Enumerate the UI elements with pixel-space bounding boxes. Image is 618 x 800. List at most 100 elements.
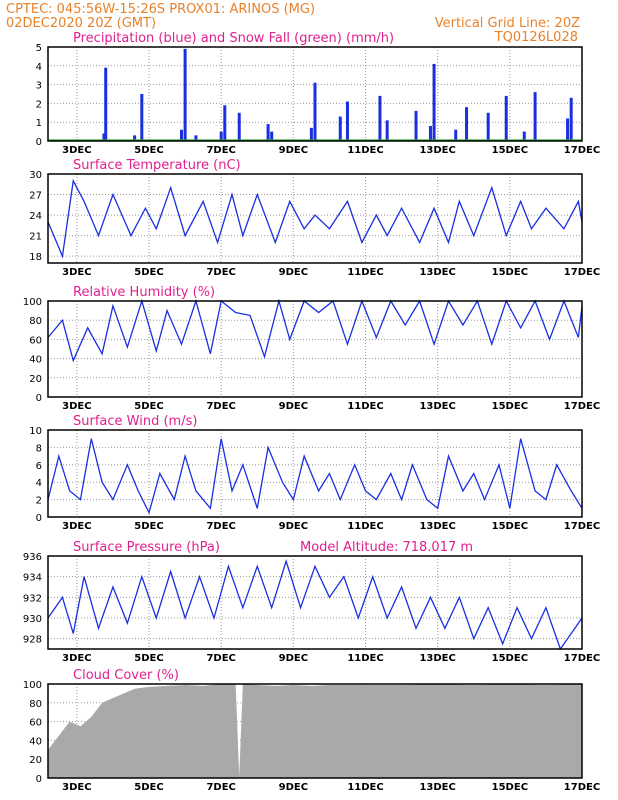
ytick-5-3: 60 <box>29 718 42 729</box>
precip-bar-25 <box>522 131 526 141</box>
xtick-2-7: 17DEC <box>564 401 600 412</box>
ytick-5-1: 20 <box>29 755 42 766</box>
ytick-0-2: 2 <box>36 99 42 110</box>
xtick-5-0: 3DEC <box>62 782 91 793</box>
xtick-2-1: 5DEC <box>134 401 163 412</box>
xtick-5-2: 7DEC <box>206 782 235 793</box>
xtick-2-2: 7DEC <box>206 401 235 412</box>
precip-bar-21 <box>454 129 458 141</box>
xtick-2-0: 3DEC <box>62 401 91 412</box>
xtick-4-6: 15DEC <box>492 653 528 664</box>
ytick-2-2: 40 <box>29 355 42 366</box>
ytick-5-5: 100 <box>23 680 42 691</box>
precip-bar-14 <box>338 116 342 141</box>
panel-title-3: Surface Wind (m/s) <box>73 414 197 429</box>
panel-title-5: Cloud Cover (%) <box>73 668 179 683</box>
xtick-3-3: 9DEC <box>279 521 308 532</box>
panel-title-2: Relative Humidity (%) <box>73 285 215 300</box>
panel-frame-4 <box>47 555 583 650</box>
ytick-1-1: 21 <box>29 232 42 243</box>
ytick-3-2: 4 <box>36 478 42 489</box>
xtick-4-3: 9DEC <box>279 653 308 664</box>
precip-bar-17 <box>385 120 389 141</box>
precip-bar-3 <box>140 94 144 141</box>
precip-bar-4 <box>180 129 183 141</box>
xtick-5-5: 13DEC <box>419 782 455 793</box>
xtick-5-4: 11DEC <box>347 782 383 793</box>
xtick-3-0: 3DEC <box>62 521 91 532</box>
xtick-1-7: 17DEC <box>564 267 600 278</box>
xtick-3-7: 17DEC <box>564 521 600 532</box>
xtick-1-6: 15DEC <box>492 267 528 278</box>
xtick-0-4: 11DEC <box>347 145 383 156</box>
xtick-2-5: 13DEC <box>419 401 455 412</box>
xtick-3-4: 11DEC <box>347 521 383 532</box>
xtick-4-1: 5DEC <box>134 653 163 664</box>
precip-bar-19 <box>428 125 432 141</box>
precip-bar-5 <box>183 48 187 141</box>
precip-bar-7 <box>219 131 223 141</box>
xtick-4-7: 17DEC <box>564 653 600 664</box>
panel-title-0: Precipitation (blue) and Snow Fall (gree… <box>73 31 394 46</box>
ytick-3-4: 8 <box>36 443 42 454</box>
xtick-2-6: 15DEC <box>492 401 528 412</box>
precip-bar-10 <box>266 124 270 141</box>
ytick-4-0: 928 <box>23 635 42 646</box>
panel-annotation-4: Model Altitude: 718.017 m <box>300 540 473 555</box>
ytick-3-0: 0 <box>36 513 42 524</box>
xtick-3-5: 13DEC <box>419 521 455 532</box>
series-line-2 <box>47 298 583 363</box>
ytick-4-2: 932 <box>23 593 42 604</box>
panel-title-4: Surface Pressure (hPa) <box>73 540 220 555</box>
xtick-0-3: 9DEC <box>279 145 308 156</box>
ytick-0-1: 1 <box>36 118 42 129</box>
ytick-0-4: 4 <box>36 62 42 73</box>
grid-note: Vertical Grid Line: 20Z <box>435 16 580 31</box>
precip-bar-12 <box>309 127 313 141</box>
ytick-5-2: 40 <box>29 736 42 747</box>
panel-frame-1 <box>47 173 583 264</box>
xtick-4-5: 13DEC <box>419 653 455 664</box>
ytick-2-4: 80 <box>29 316 42 327</box>
ytick-2-0: 0 <box>36 393 42 404</box>
precip-bar-9 <box>237 112 241 141</box>
header-line1: CPTEC: 045:56W-15:26S PROX01: ARINOS (MG… <box>6 2 315 17</box>
panel-frame-0 <box>47 46 583 142</box>
xtick-4-2: 7DEC <box>206 653 235 664</box>
precip-bar-6 <box>194 135 198 141</box>
panel-title-1: Surface Temperature (nC) <box>73 158 241 173</box>
precip-bar-11 <box>270 131 274 141</box>
xtick-1-4: 11DEC <box>347 267 383 278</box>
xtick-3-6: 15DEC <box>492 521 528 532</box>
cloud-area <box>48 684 582 778</box>
ytick-0-5: 5 <box>36 43 42 54</box>
xtick-3-2: 7DEC <box>206 521 235 532</box>
ytick-1-0: 18 <box>29 252 42 263</box>
xtick-0-6: 15DEC <box>492 145 528 156</box>
xtick-3-1: 5DEC <box>134 521 163 532</box>
ytick-0-0: 0 <box>36 137 42 148</box>
xtick-0-7: 17DEC <box>564 145 600 156</box>
ytick-1-4: 30 <box>29 170 42 181</box>
panel-frame-5 <box>47 683 583 779</box>
ytick-4-4: 936 <box>23 552 42 563</box>
ytick-3-5: 10 <box>29 426 42 437</box>
panels: 0 1 2 3 4 5 3DEC 5DEC 7DEC 9DEC 11DEC 13DEC 15DEC 17D… <box>23 31 600 793</box>
xtick-1-1: 5DEC <box>134 267 163 278</box>
ytick-2-3: 60 <box>29 335 42 346</box>
precip-bar-22 <box>465 107 469 141</box>
precip-bar-18 <box>414 110 418 141</box>
header-line2: 02DEC2020 20Z (GMT) <box>6 16 156 31</box>
xtick-4-0: 3DEC <box>62 653 91 664</box>
ytick-5-4: 80 <box>29 699 42 710</box>
precip-bar-15 <box>345 101 349 141</box>
precip-bar-16 <box>378 95 382 141</box>
xtick-2-3: 9DEC <box>279 401 308 412</box>
ytick-1-3: 27 <box>29 191 42 202</box>
header-code: TQ0126L028 <box>494 30 578 45</box>
xtick-1-3: 9DEC <box>279 267 308 278</box>
precip-bar-26 <box>533 92 537 141</box>
precip-bar-28 <box>569 97 573 141</box>
precip-bar-8 <box>223 105 227 141</box>
